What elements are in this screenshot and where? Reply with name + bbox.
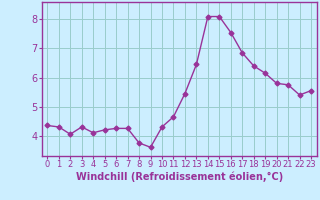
X-axis label: Windchill (Refroidissement éolien,°C): Windchill (Refroidissement éolien,°C) bbox=[76, 172, 283, 182]
